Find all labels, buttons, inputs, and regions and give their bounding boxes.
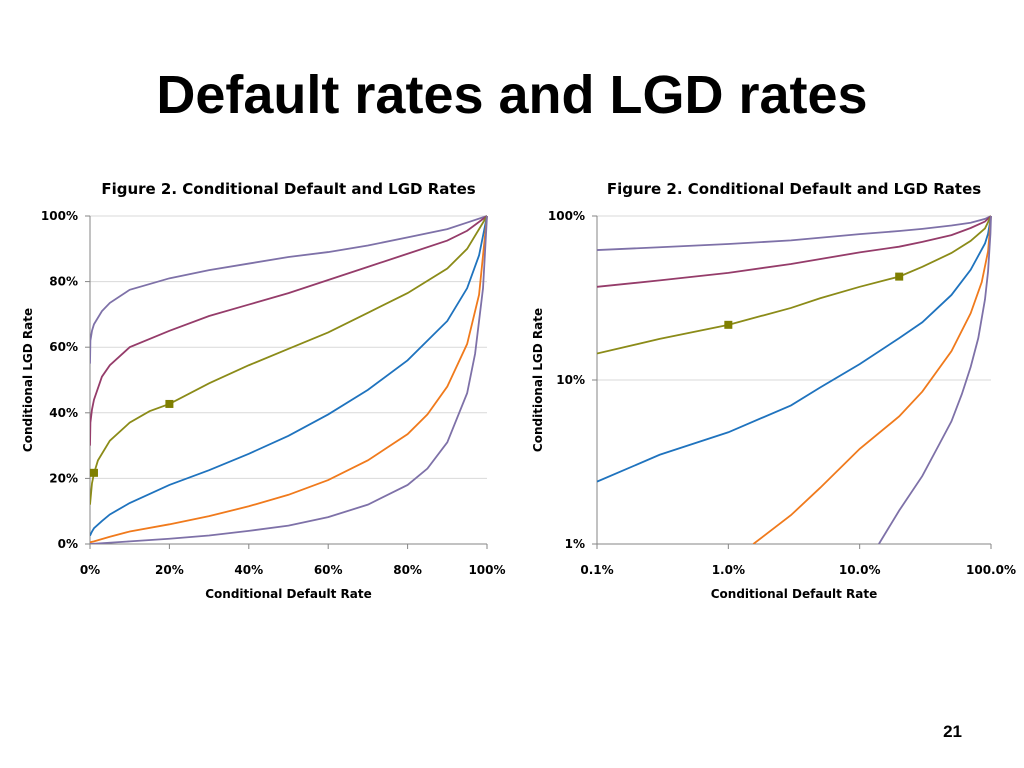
slide-title: Default rates and LGD rates	[156, 65, 868, 125]
y-tick-label: 0%	[58, 537, 78, 551]
chart-log: Figure 2. Conditional Default and LGD Ra…	[531, 180, 1016, 601]
y-tick-label: 40%	[49, 406, 78, 420]
x-tick-label: 100%	[468, 563, 505, 577]
x-tick-label: 1.0%	[712, 563, 745, 577]
series-line-6	[90, 215, 488, 544]
series-line-5	[90, 215, 488, 544]
x-tick-label: 100.0%	[966, 563, 1016, 577]
series-line-2	[597, 215, 992, 288]
series-line-3	[90, 215, 488, 505]
series-line-2	[90, 215, 488, 446]
y-tick-label: 10%	[556, 373, 585, 387]
data-marker	[724, 320, 733, 329]
y-axis-title: Conditional LGD Rate	[21, 308, 35, 452]
series-line-5	[752, 215, 992, 544]
page-number: 21	[943, 722, 962, 741]
y-tick-label: 80%	[49, 275, 78, 289]
series-line-1	[597, 215, 992, 251]
x-tick-label: 20%	[155, 563, 184, 577]
y-tick-label: 1%	[565, 537, 585, 551]
data-marker	[895, 272, 904, 281]
x-tick-label: 10.0%	[839, 563, 881, 577]
x-axis-title: Conditional Default Rate	[205, 587, 372, 601]
series-line-3	[597, 215, 992, 355]
chart-linear: Figure 2. Conditional Default and LGD Ra…	[21, 180, 506, 601]
series-line-1	[90, 215, 488, 364]
x-tick-label: 0.1%	[580, 563, 613, 577]
y-tick-label: 100%	[41, 209, 78, 223]
x-axis-title: Conditional Default Rate	[711, 587, 878, 601]
series-line-4	[90, 215, 488, 537]
data-marker	[165, 399, 174, 408]
data-marker	[89, 468, 98, 477]
chart-title: Figure 2. Conditional Default and LGD Ra…	[607, 180, 981, 198]
series-line-6	[878, 215, 992, 544]
x-tick-label: 80%	[393, 563, 422, 577]
y-tick-label: 20%	[49, 471, 78, 485]
chart-title: Figure 2. Conditional Default and LGD Ra…	[101, 180, 475, 198]
x-tick-label: 40%	[234, 563, 263, 577]
x-tick-label: 60%	[314, 563, 343, 577]
y-tick-label: 100%	[548, 209, 585, 223]
y-tick-label: 60%	[49, 340, 78, 354]
series-line-4	[597, 215, 992, 483]
x-tick-label: 0%	[80, 563, 100, 577]
y-axis-title: Conditional LGD Rate	[531, 308, 545, 452]
